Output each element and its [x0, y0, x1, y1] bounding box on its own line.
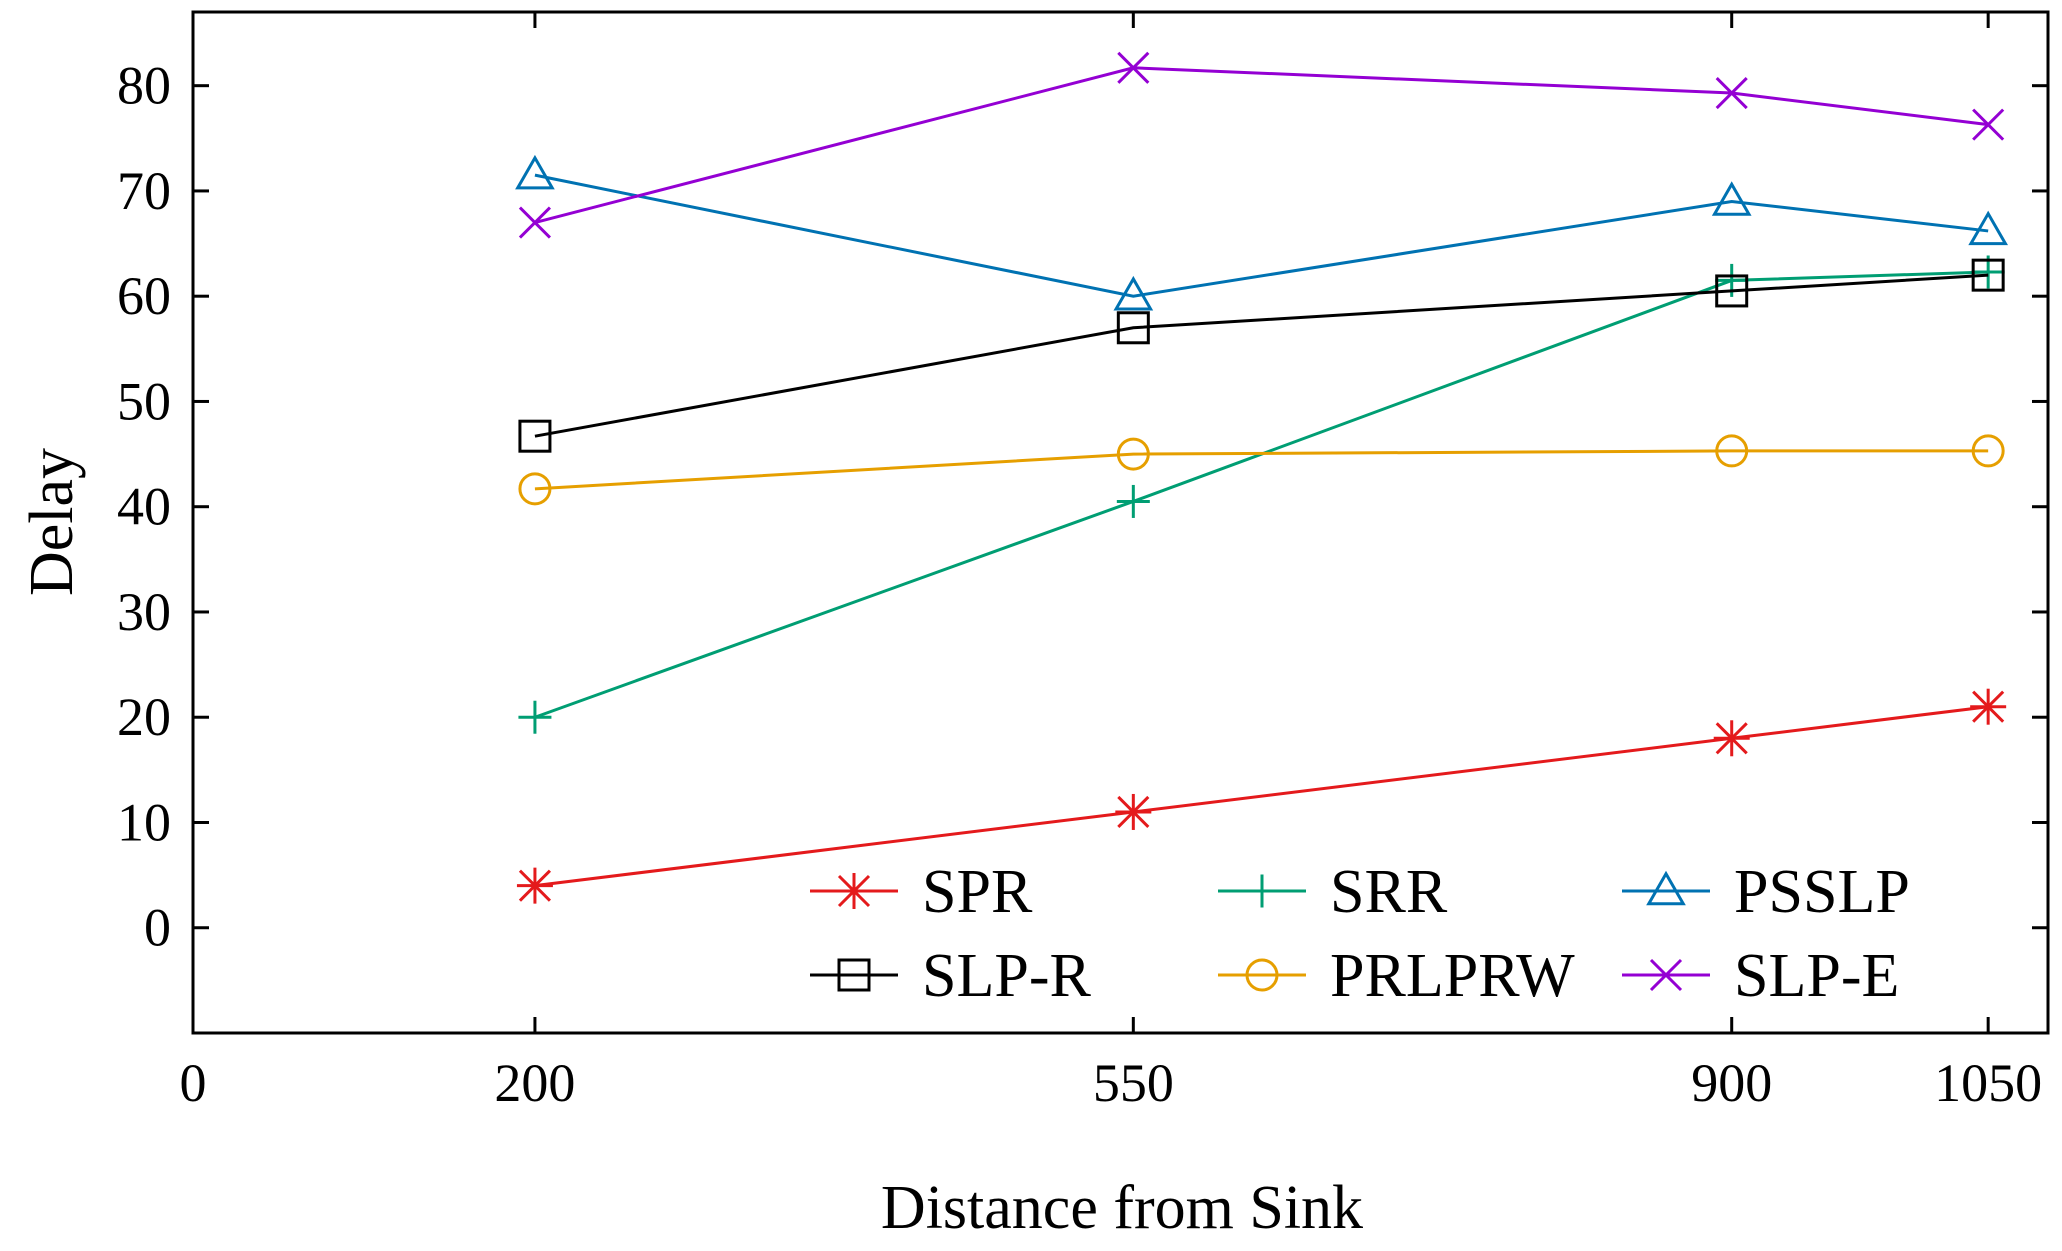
legend: SPR SRR PSSLP SLP-R PRLPRW SLP-E	[810, 858, 1910, 1010]
data-point-slp-r	[1715, 274, 1749, 308]
legend-marker	[1245, 874, 1279, 908]
data-point-spr	[1115, 793, 1152, 830]
legend-item-prlprw: PRLPRW	[1218, 942, 1575, 1010]
x-tick-label: 0	[180, 1053, 207, 1113]
data-point-psslp	[515, 154, 555, 190]
legend-item-spr: SPR	[810, 858, 1033, 926]
data-point-psslp	[1711, 181, 1752, 216]
data-point-srr	[518, 700, 552, 734]
legend-marker	[1649, 958, 1683, 992]
x-tick-label: 1050	[1934, 1053, 2042, 1113]
x-tick-label: 200	[494, 1053, 575, 1113]
data-point-slp-r	[518, 419, 552, 453]
series-srr	[518, 255, 2005, 734]
data-point-spr	[1713, 720, 1750, 757]
series-line-spr	[534, 705, 1989, 888]
legend-item-slp-r: SLP-R	[810, 942, 1091, 1010]
series-group	[515, 51, 2009, 904]
y-tick-label: 50	[117, 371, 171, 431]
plot-frame	[191, 10, 2050, 1035]
x-tick-label: 550	[1093, 1053, 1174, 1113]
legend-label: PRLPRW	[1330, 942, 1575, 1010]
legend-label: SLP-R	[922, 942, 1091, 1010]
y-tick-label: 80	[117, 56, 171, 116]
y-tick-label: 10	[117, 792, 171, 852]
legend-label: SLP-E	[1734, 942, 1899, 1010]
y-tick-label: 70	[117, 161, 171, 221]
series-spr	[516, 688, 2007, 904]
legend-marker	[1646, 870, 1686, 906]
data-point-slp-e	[1972, 108, 2005, 141]
y-tick-label: 20	[117, 687, 171, 747]
legend-label: SPR	[922, 858, 1033, 926]
series-line-slp-e	[534, 66, 1989, 224]
data-point-spr	[516, 867, 553, 904]
data-point-prlprw	[1116, 437, 1150, 471]
data-point-slp-r	[1116, 311, 1150, 345]
axis-ticks-group: 0 10 20 30 40 50 60 70 80 0 200 550 900 1050	[117, 12, 2048, 1113]
series-line-psslp	[534, 173, 1989, 298]
data-point-prlprw	[518, 472, 552, 506]
legend-item-psslp: PSSLP	[1622, 858, 1910, 926]
plot-frame-group	[191, 10, 2050, 1035]
data-point-slp-e	[518, 206, 551, 239]
series-line-slp-r	[534, 273, 1989, 438]
series-line-srr	[534, 270, 1989, 719]
legend-item-srr: SRR	[1218, 858, 1448, 926]
y-tick-label: 40	[117, 477, 171, 537]
legend-marker	[1245, 958, 1279, 992]
y-tick-label: 60	[117, 266, 171, 326]
x-axis-title: Distance from Sink	[881, 1174, 1363, 1242]
legend-label: PSSLP	[1734, 858, 1910, 926]
series-slp-r	[518, 258, 2005, 453]
y-tick-label: 0	[144, 898, 171, 958]
series-line-prlprw	[534, 449, 1989, 491]
y-axis-title: Delay	[18, 448, 86, 596]
series-slp-e	[518, 51, 2005, 239]
data-point-prlprw	[1715, 434, 1749, 468]
legend-marker	[837, 958, 871, 992]
data-point-slp-e	[1117, 51, 1150, 84]
data-point-psslp	[1113, 275, 1154, 311]
series-psslp	[515, 154, 2009, 311]
series-prlprw	[518, 434, 2005, 506]
data-point-srr	[1116, 484, 1150, 518]
legend-item-slp-e: SLP-E	[1622, 942, 1899, 1010]
data-point-psslp	[1968, 210, 2009, 246]
y-tick-label: 30	[117, 582, 171, 642]
data-point-slp-e	[1715, 76, 1748, 110]
data-point-spr	[1970, 688, 2007, 725]
legend-marker	[836, 873, 872, 909]
data-point-slp-r	[1971, 258, 2005, 292]
x-tick-label: 900	[1691, 1053, 1772, 1113]
legend-label: SRR	[1330, 858, 1448, 926]
data-point-prlprw	[1971, 434, 2005, 468]
